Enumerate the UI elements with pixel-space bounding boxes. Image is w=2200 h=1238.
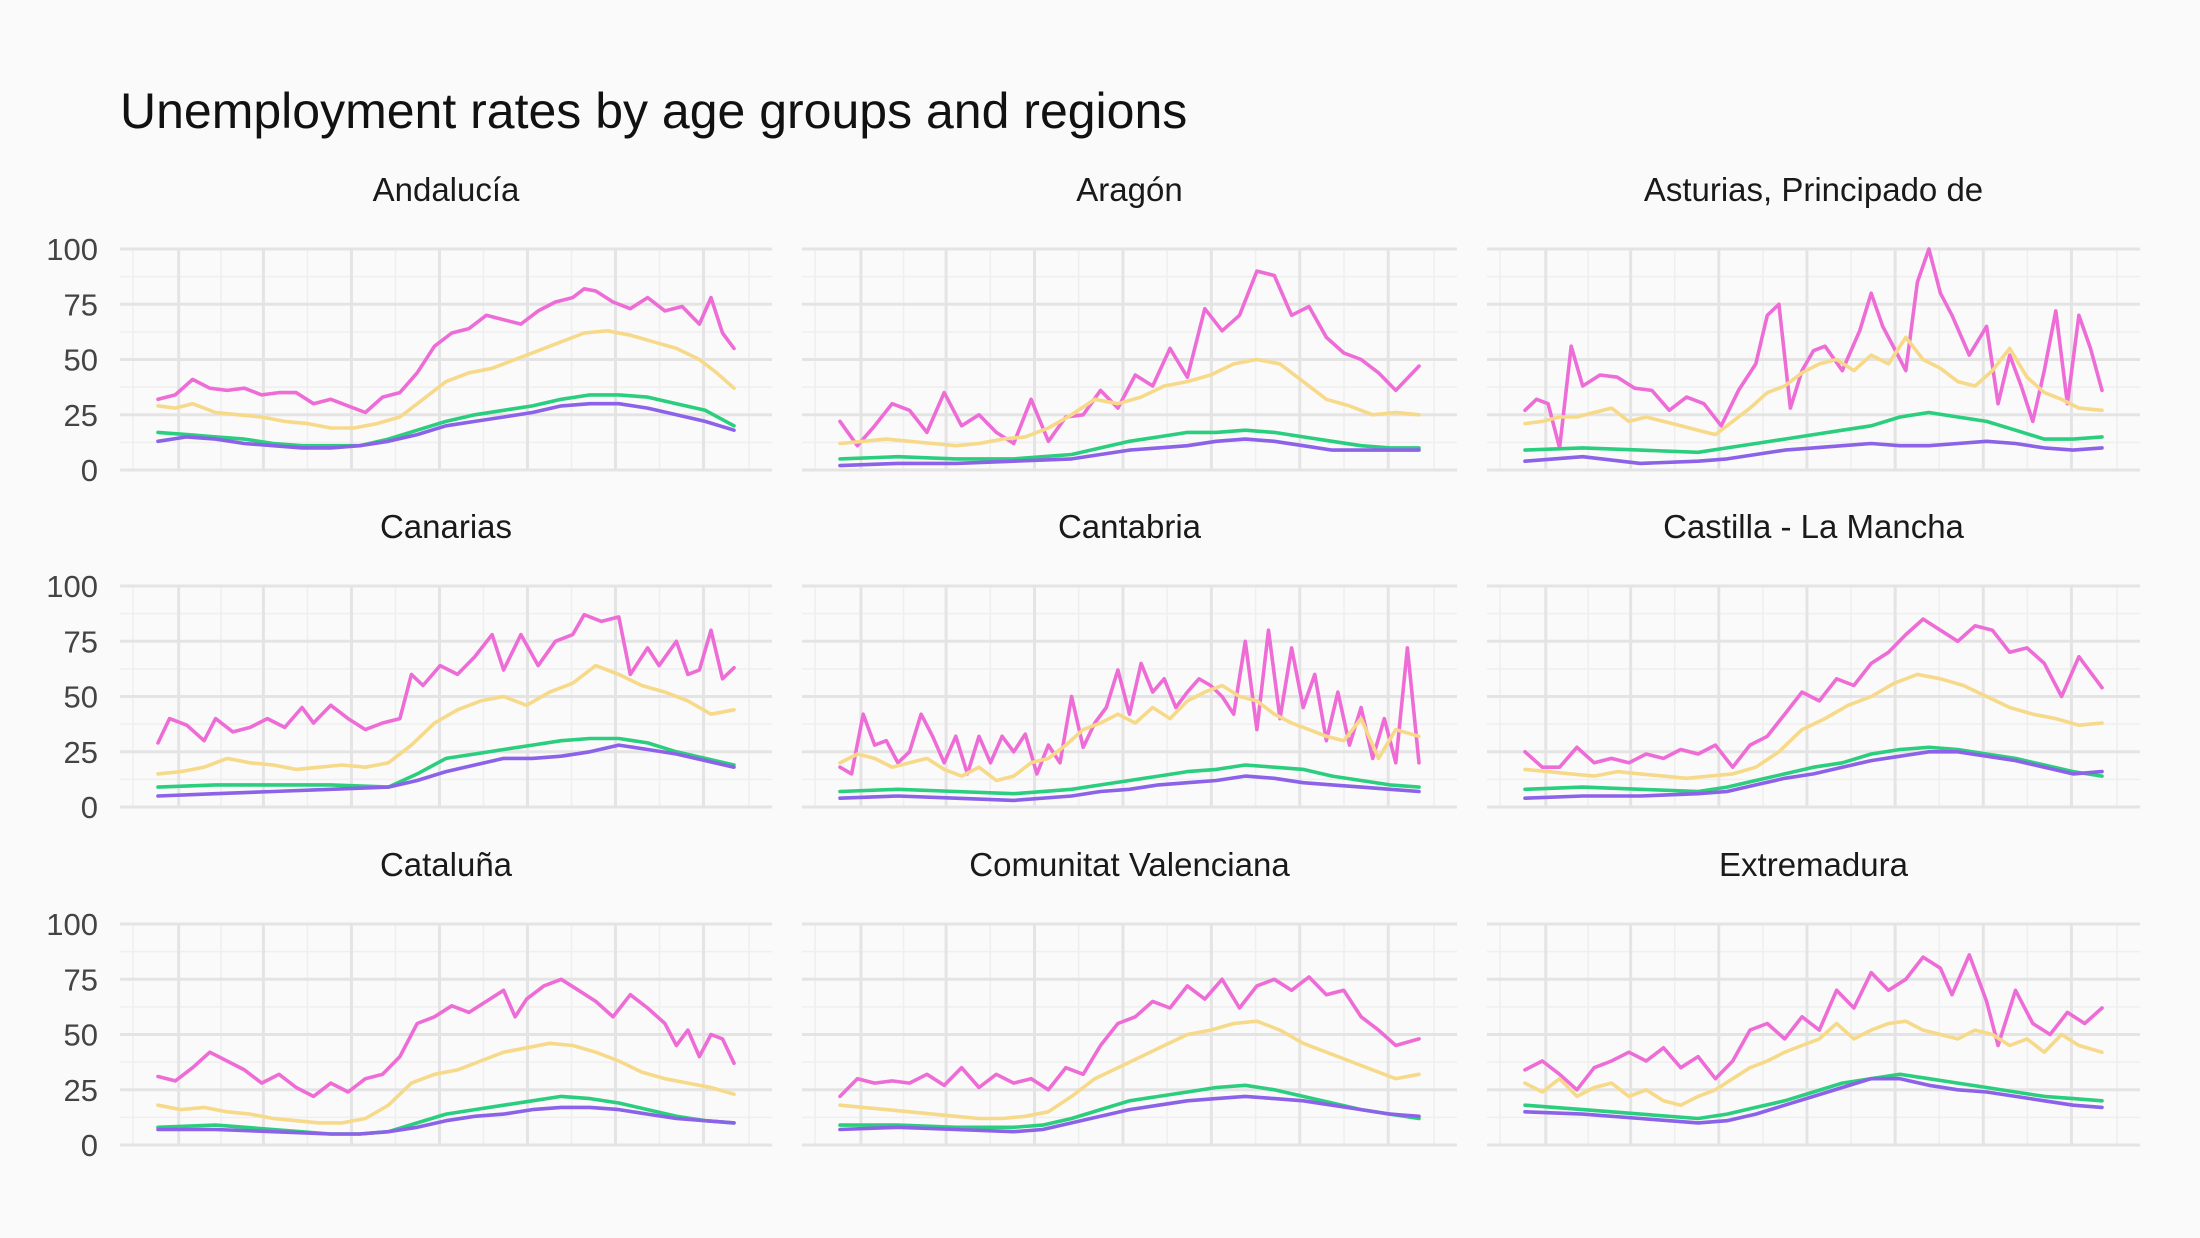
y-tick-label: 100: [46, 232, 98, 267]
y-tick-label: 25: [64, 398, 98, 433]
y-tick-label: 100: [46, 907, 98, 942]
series-line-age-55-plus: [1523, 750, 2104, 800]
y-tick-label: 100: [46, 569, 98, 604]
series-line-age-25-54: [1523, 745, 2104, 794]
series-line-age-20-24: [156, 1041, 736, 1125]
series-line-age-55-plus: [838, 774, 1421, 803]
series-line-age-25-54: [156, 393, 736, 448]
series-line-age-55-plus: [1523, 439, 2104, 466]
y-tick-label: 50: [64, 343, 98, 378]
y-tick-label: 50: [64, 1018, 98, 1053]
panel-title: Comunitat Valenciana: [969, 846, 1290, 883]
panel-title: Aragón: [1076, 171, 1182, 208]
panel-title: Cantabria: [1058, 508, 1202, 545]
y-tick-label: 50: [64, 680, 98, 715]
y-tick-label: 25: [64, 1073, 98, 1108]
series-line-age-25-54: [838, 428, 1421, 461]
y-tick-label: 0: [81, 1128, 98, 1163]
y-tick-label: 25: [64, 735, 98, 770]
series-line-age-20-24: [838, 357, 1421, 448]
panel-canarias: 0 25 50 75 100 Canarias: [46, 508, 772, 825]
series-line-age-25-54: [1523, 410, 2104, 455]
series-line-age-20-24: [1523, 335, 2104, 437]
series-line-age-55-plus: [838, 1094, 1421, 1134]
y-tick-label: 0: [81, 453, 98, 488]
panel-cantabria: Cantabria: [802, 508, 1457, 809]
series-line-age-25-54: [838, 1083, 1421, 1130]
series-line-age-25-54: [1523, 1072, 2104, 1121]
series-line-age-20-24: [156, 329, 736, 430]
series-line-age-25-54: [156, 736, 736, 789]
series-line-age-20-24: [1523, 672, 2104, 781]
panel-asturias-principado-de: Asturias, Principado de: [1487, 171, 2140, 472]
panel-title: Asturias, Principado de: [1644, 171, 1983, 208]
y-tick-label: 0: [81, 790, 98, 825]
series-line-age-20-24: [838, 683, 1421, 783]
series-line-age-16-19: [838, 975, 1421, 1099]
y-tick-label: 75: [64, 962, 98, 997]
series-line-age-16-19: [838, 628, 1421, 776]
panel-comunitat-valenciana: Comunitat Valenciana: [802, 846, 1457, 1147]
y-tick-label: 75: [64, 287, 98, 322]
series-line-age-16-19: [1523, 617, 2104, 769]
panel-aragon: Aragón: [802, 171, 1457, 472]
series-line-age-16-19: [156, 612, 736, 745]
panel-title: Canarias: [380, 508, 512, 545]
y-tick-label: 75: [64, 624, 98, 659]
panel-castilla-la-mancha: Castilla - La Mancha: [1487, 508, 2140, 809]
series-line-age-55-plus: [156, 401, 736, 450]
series-line-age-16-19: [156, 287, 736, 415]
series-line-age-16-19: [1523, 953, 2104, 1092]
panel-cataluna: 0 25 50 75 100 Cataluña: [46, 846, 772, 1163]
panel-title: Cataluña: [380, 846, 513, 883]
panel-title: Andalucía: [373, 171, 520, 208]
series-line-age-20-24: [838, 1019, 1421, 1121]
series-line-age-16-19: [1523, 247, 2104, 450]
series-line-age-16-19: [156, 977, 736, 1099]
series-line-age-20-24: [156, 663, 736, 776]
panel-title: Castilla - La Mancha: [1663, 508, 1964, 545]
panel-andalucia: 0 25 50 75 100 Andalucía: [46, 171, 772, 488]
series-line-age-25-54: [838, 763, 1421, 796]
series-line-age-20-24: [1523, 1019, 2104, 1107]
panel-extremadura: Extremadura: [1487, 846, 2140, 1147]
series-line-age-55-plus: [156, 743, 736, 798]
series-line-age-16-19: [838, 269, 1421, 448]
series-line-age-55-plus: [156, 1105, 736, 1136]
chart-title: Unemployment rates by age groups and reg…: [120, 83, 1187, 139]
series-line-age-55-plus: [838, 437, 1421, 468]
series-line-age-55-plus: [1523, 1076, 2104, 1125]
facet-panels: 0 25 50 75 100 Andalucía Aragón Asturias, Princ…: [46, 171, 2140, 1163]
panel-title: Extremadura: [1719, 846, 1909, 883]
